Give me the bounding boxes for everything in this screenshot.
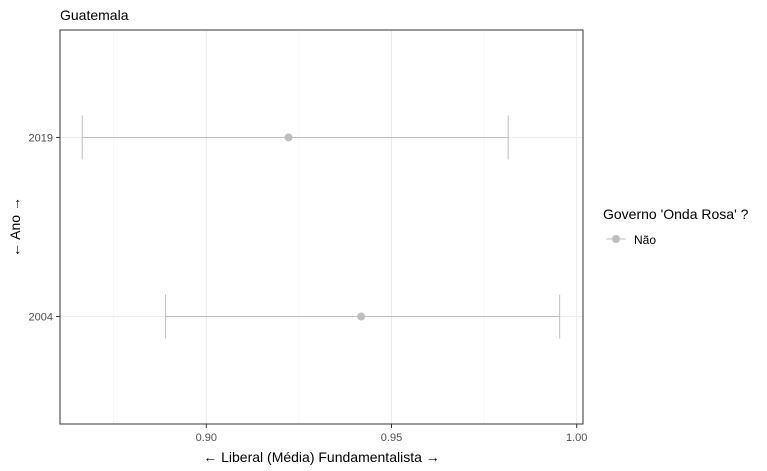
x-axis-label: ← Liberal (Média) Fundamentalista → <box>203 449 440 465</box>
y-tick-label-1: 2019 <box>29 132 53 144</box>
data-point-2004 <box>357 312 366 321</box>
legend-key-point <box>612 235 620 243</box>
chart-title: Guatemala <box>60 7 129 23</box>
x-tick-label-1: 0.95 <box>381 432 402 444</box>
legend: Governo 'Onda Rosa' ? Não <box>603 206 749 247</box>
x-axis-ticks: 0.90 0.95 1.00 <box>196 424 587 444</box>
grid-minor <box>113 30 485 424</box>
plot-panel <box>59 29 584 425</box>
y-axis-label: ← Ano → <box>7 197 23 257</box>
y-axis-ticks: 2004 2019 <box>29 132 60 324</box>
grid-major <box>60 30 583 424</box>
legend-title: Governo 'Onda Rosa' ? <box>603 206 749 222</box>
x-tick-label-0: 0.90 <box>196 432 217 444</box>
legend-entry-label: Não <box>634 233 656 247</box>
data-points <box>284 133 366 321</box>
error-bars <box>81 115 561 339</box>
x-tick-label-2: 1.00 <box>566 432 587 444</box>
y-tick-label-0: 2004 <box>29 312 53 324</box>
data-point-2019 <box>284 133 293 142</box>
